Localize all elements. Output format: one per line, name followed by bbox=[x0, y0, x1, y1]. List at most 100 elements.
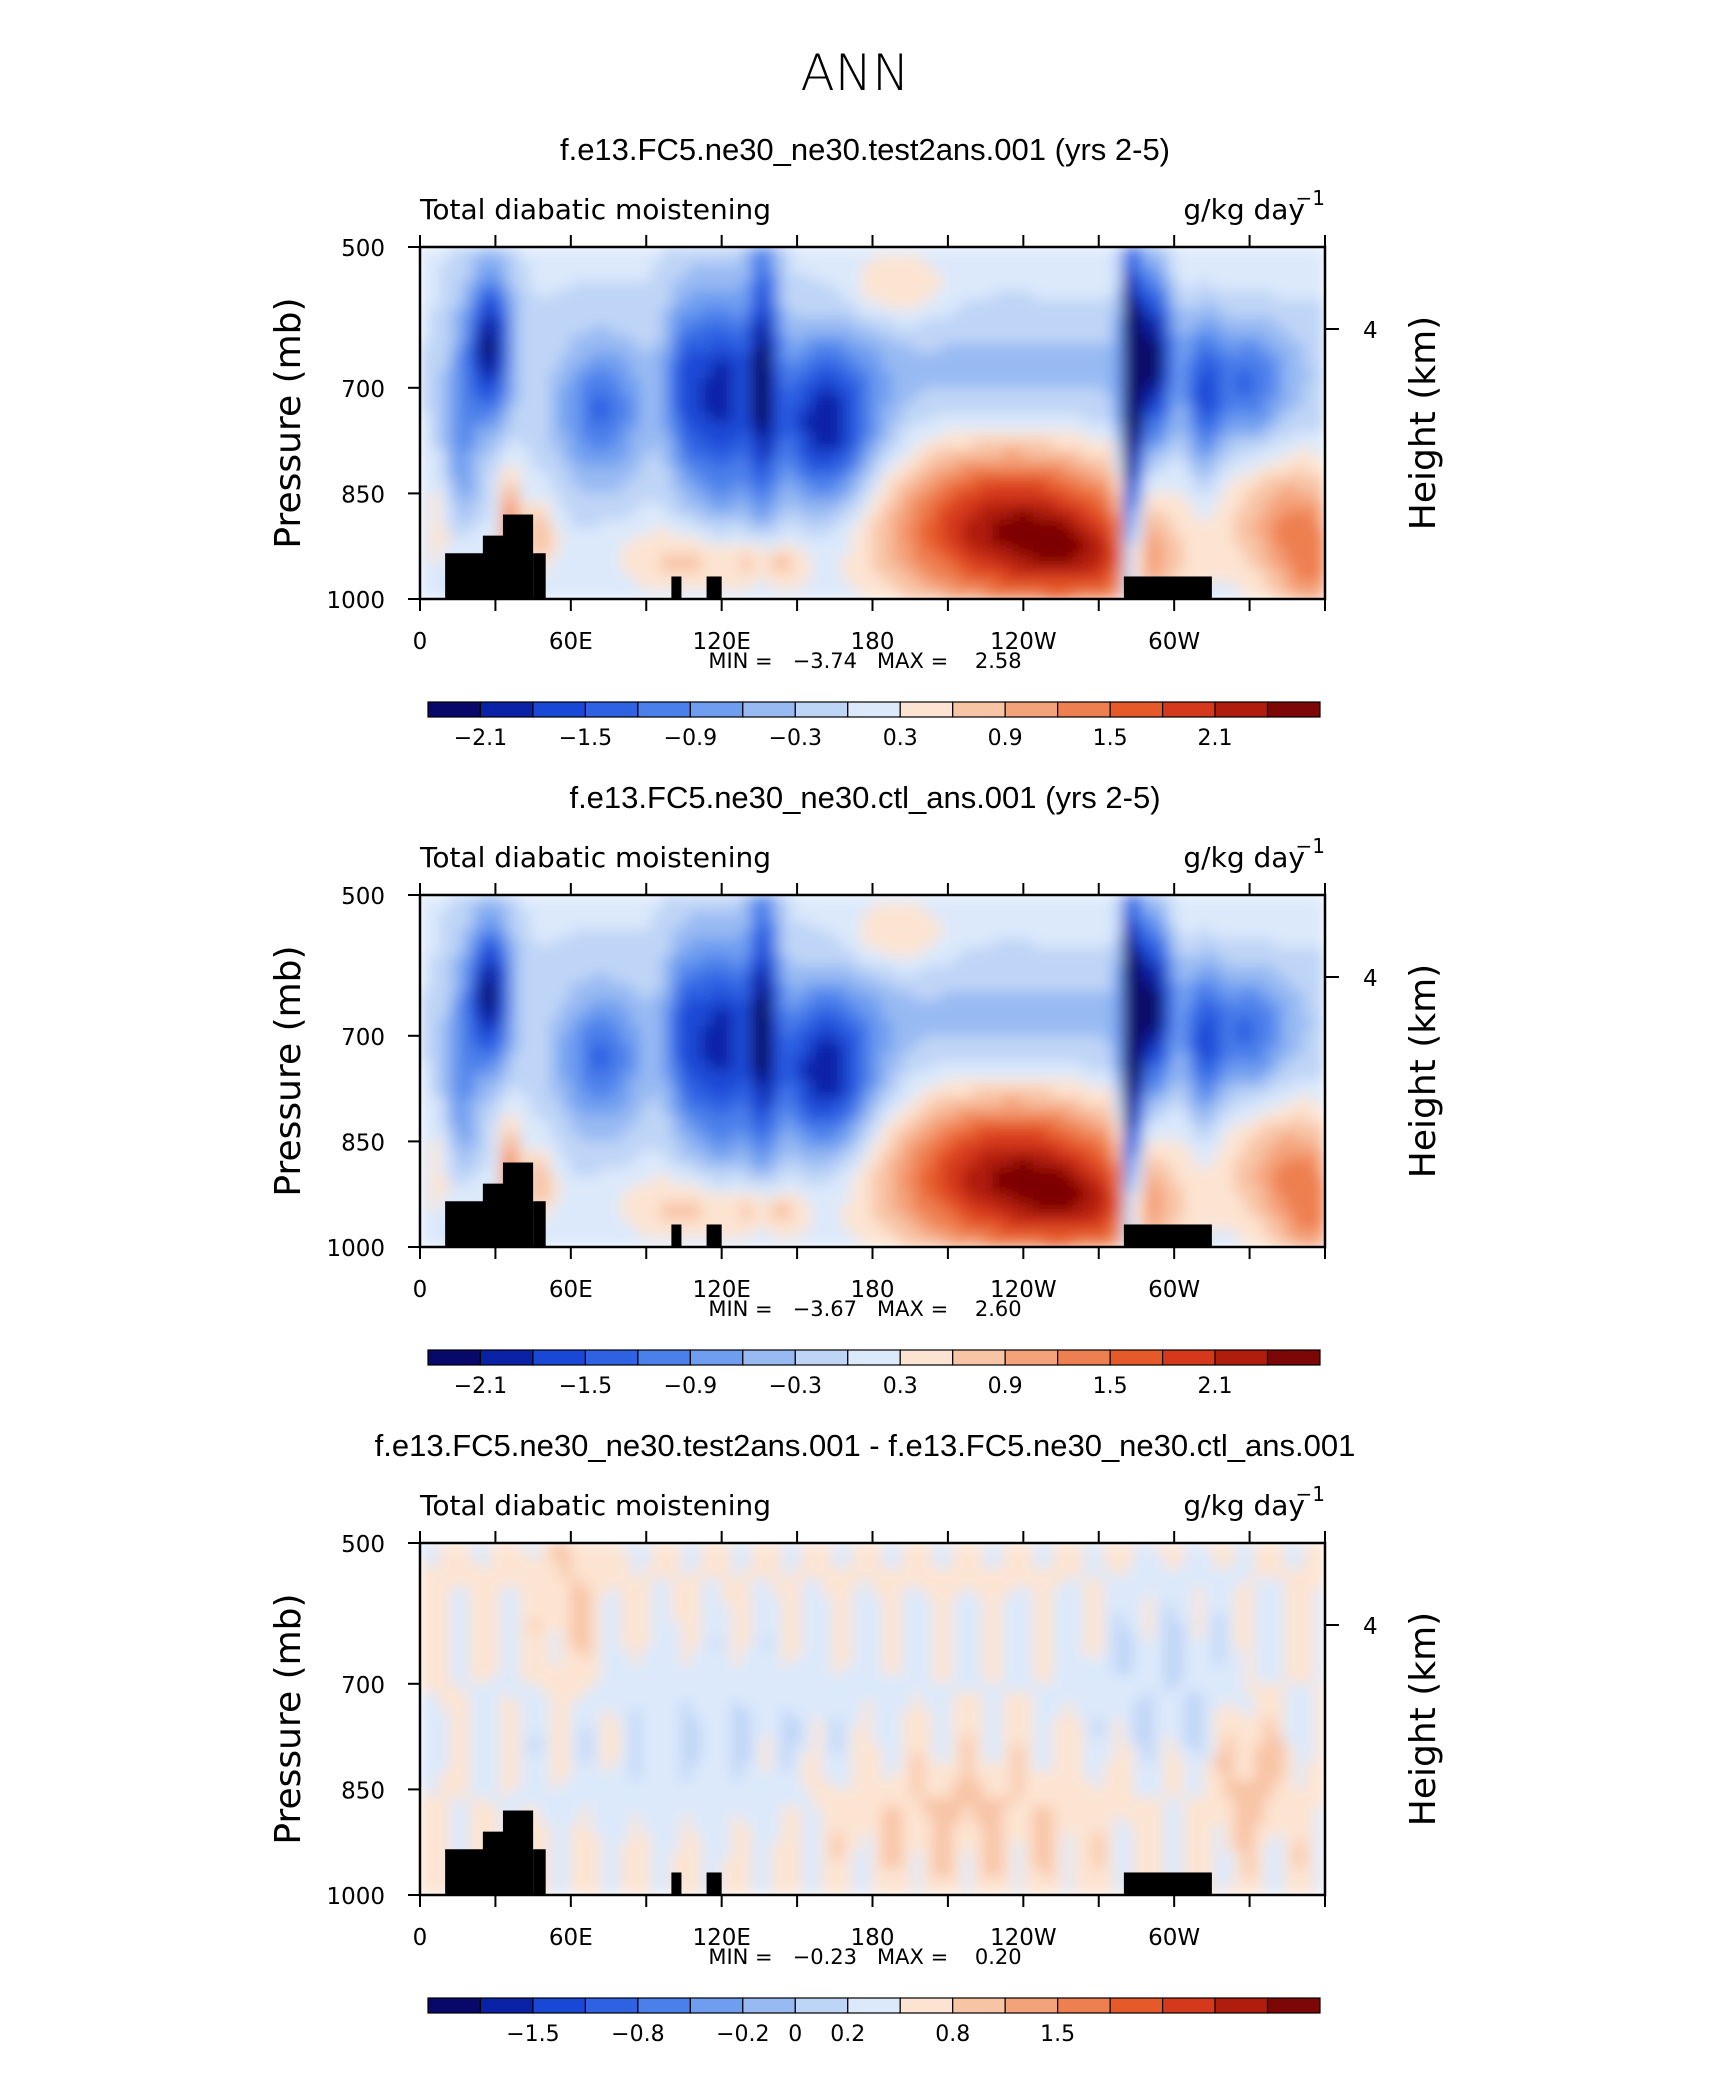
y-right-tick-label: 4 bbox=[1363, 1614, 1378, 1640]
x-tick-label: 60W bbox=[1148, 1925, 1200, 1951]
colorbar-swatch bbox=[427, 1349, 482, 1366]
y-tick-label: 500 bbox=[341, 884, 385, 910]
topography bbox=[706, 1872, 722, 1895]
y-right-axis-label: Height (km) bbox=[1403, 1612, 1444, 1826]
colorbar-swatch bbox=[1057, 1997, 1111, 2014]
topography bbox=[706, 576, 722, 599]
topography bbox=[502, 1810, 534, 1895]
units-label: g/kg day bbox=[1183, 1489, 1305, 1522]
colorbar-label: −0.3 bbox=[769, 726, 822, 751]
y-axis-label: Pressure (mb) bbox=[268, 945, 309, 1196]
colorbar-label: −1.5 bbox=[559, 1374, 612, 1399]
colorbar-label: −0.3 bbox=[769, 1374, 822, 1399]
colorbar-label: 1.5 bbox=[1040, 2022, 1075, 2047]
colorbar-swatch bbox=[479, 1349, 534, 1366]
colorbar-swatch bbox=[847, 701, 901, 718]
topography bbox=[671, 1224, 682, 1247]
topography bbox=[706, 1224, 722, 1247]
colorbar-swatch bbox=[1109, 701, 1164, 718]
colorbar: −2.1 −1.5 −0.9 −0.3 0.3 0.9 1.5 2.1 bbox=[427, 1349, 1321, 1399]
colorbar-swatch bbox=[952, 1997, 1006, 2014]
left-string: Total diabatic moistening bbox=[419, 841, 771, 874]
colorbar-label: −1.5 bbox=[506, 2022, 559, 2047]
y-tick-label: 1000 bbox=[326, 1884, 385, 1910]
y-tick-label: 700 bbox=[341, 1025, 385, 1051]
colorbar-label: 1.5 bbox=[1093, 1374, 1128, 1399]
colorbar-swatch bbox=[1161, 1997, 1216, 2014]
topography bbox=[1123, 576, 1212, 599]
y-right-tick-label: 4 bbox=[1363, 966, 1378, 992]
panel-title: f.e13.FC5.ne30_ne30.test2ans.001 (yrs 2-… bbox=[560, 132, 1170, 167]
units-label: g/kg day bbox=[1183, 193, 1305, 226]
x-tick-label: 180 bbox=[851, 629, 895, 655]
colorbar-label: −2.1 bbox=[454, 1374, 507, 1399]
y-tick-label: 850 bbox=[341, 1778, 385, 1804]
topography bbox=[671, 1872, 682, 1895]
colorbar-swatch bbox=[1004, 1349, 1059, 1366]
x-tick-label: 120E bbox=[692, 1925, 750, 1951]
figure-title: ANN bbox=[800, 44, 909, 102]
x-tick-label: 180 bbox=[851, 1277, 895, 1303]
colorbar-swatch bbox=[1004, 701, 1059, 718]
colorbar-swatch bbox=[637, 1997, 691, 2014]
colorbar-swatch bbox=[899, 701, 954, 718]
colorbar-swatch bbox=[1266, 1997, 1321, 2014]
x-tick-label: 0 bbox=[413, 1925, 428, 1951]
colorbar: −1.5 −0.8 −0.2 0 0.2 0.8 1.5 bbox=[427, 1997, 1321, 2047]
colorbar-swatch bbox=[1214, 1349, 1269, 1366]
colorbar-swatch bbox=[479, 701, 534, 718]
x-tick-label: 60W bbox=[1148, 629, 1200, 655]
panel-2: f.e13.FC5.ne30_ne30.ctl_ans.001 (yrs 2-5… bbox=[268, 780, 1444, 1399]
colorbar-swatch bbox=[742, 701, 796, 718]
colorbar-swatch bbox=[1004, 1997, 1059, 2014]
colorbar-label: −0.8 bbox=[611, 2022, 664, 2047]
left-string: Total diabatic moistening bbox=[419, 193, 771, 226]
contour-field bbox=[420, 895, 1325, 1247]
panel-title: f.e13.FC5.ne30_ne30.ctl_ans.001 (yrs 2-5… bbox=[569, 780, 1160, 815]
left-string: Total diabatic moistening bbox=[419, 1489, 771, 1522]
contour-field bbox=[420, 1543, 1325, 1895]
x-tick-label: 120W bbox=[990, 1925, 1057, 1951]
topography bbox=[671, 576, 682, 599]
colorbar-label: −0.9 bbox=[664, 1374, 717, 1399]
colorbar-swatch bbox=[637, 1349, 691, 1366]
colorbar-swatch bbox=[794, 701, 849, 718]
colorbar-swatch bbox=[899, 1349, 954, 1366]
colorbar-swatch bbox=[952, 1349, 1006, 1366]
colorbar-swatch bbox=[427, 701, 482, 718]
colorbar-swatch bbox=[584, 701, 639, 718]
colorbar-swatch bbox=[742, 1349, 796, 1366]
topography bbox=[1123, 1872, 1212, 1895]
x-tick-label: 60W bbox=[1148, 1277, 1200, 1303]
colorbar-label: 0 bbox=[788, 2022, 802, 2047]
colorbar-swatch bbox=[689, 701, 744, 718]
colorbar-swatch bbox=[1266, 1349, 1321, 1366]
colorbar-swatch bbox=[1161, 701, 1216, 718]
y-tick-label: 850 bbox=[341, 1130, 385, 1156]
min-max-label: MIN = −3.74 MAX = 2.58 bbox=[708, 649, 1021, 673]
y-tick-label: 700 bbox=[341, 377, 385, 403]
x-tick-label: 60E bbox=[549, 1925, 593, 1951]
y-right-axis-label: Height (km) bbox=[1403, 964, 1444, 1178]
x-tick-label: 120W bbox=[990, 1277, 1057, 1303]
x-tick-label: 0 bbox=[413, 1277, 428, 1303]
topography bbox=[1123, 1224, 1212, 1247]
colorbar-label: 0.3 bbox=[883, 726, 918, 751]
colorbar-swatch bbox=[899, 1997, 954, 2014]
y-tick-label: 850 bbox=[341, 482, 385, 508]
colorbar-label: 0.9 bbox=[988, 726, 1023, 751]
colorbar-swatch bbox=[794, 1349, 849, 1366]
panel-title: f.e13.FC5.ne30_ne30.test2ans.001 - f.e13… bbox=[375, 1428, 1356, 1463]
colorbar-label: 2.1 bbox=[1198, 1374, 1233, 1399]
colorbar-label: −0.9 bbox=[664, 726, 717, 751]
y-tick-label: 1000 bbox=[326, 588, 385, 614]
colorbar-label: −0.2 bbox=[716, 2022, 769, 2047]
colorbar-swatch bbox=[584, 1997, 639, 2014]
colorbar-swatch bbox=[1214, 1997, 1269, 2014]
colorbar-swatch bbox=[742, 1997, 796, 2014]
colorbar-swatch bbox=[689, 1349, 744, 1366]
x-tick-label: 60E bbox=[549, 1277, 593, 1303]
y-tick-label: 700 bbox=[341, 1673, 385, 1699]
colorbar-swatch bbox=[479, 1997, 534, 2014]
colorbar-label: 0.8 bbox=[935, 2022, 970, 2047]
